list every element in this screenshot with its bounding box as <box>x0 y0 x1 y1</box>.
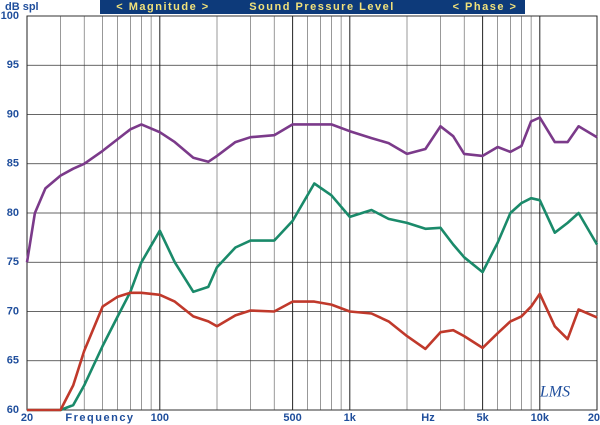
logo: LMS <box>539 384 570 401</box>
y-tick-label: 90 <box>7 108 19 120</box>
y-tick-label: 65 <box>7 355 19 367</box>
y-tick-label: 95 <box>7 59 19 71</box>
series-line <box>27 182 599 412</box>
y-tick-label: 85 <box>7 158 19 170</box>
x-tick-label: 20k <box>588 412 600 424</box>
series-line <box>27 291 598 412</box>
y-tick-label: 60 <box>7 404 19 416</box>
y-axis-label: dB spl <box>5 1 39 13</box>
y-tick-label: 80 <box>7 207 19 219</box>
y-tick-label: 70 <box>7 305 19 317</box>
x-tick-label: 500 <box>283 412 301 424</box>
x-tick-label: 1k <box>344 412 357 424</box>
header-magnitude: < Magnitude > <box>116 1 209 13</box>
header-phase: < Phase > <box>453 1 518 13</box>
y-tick-label: 75 <box>7 256 19 268</box>
x-axis-label: Frequency <box>65 412 134 424</box>
x-axis-unit: Hz <box>421 412 435 424</box>
x-tick-label: 100 <box>151 412 169 424</box>
y-tick-label: 100 <box>1 10 19 22</box>
series-line <box>25 116 598 263</box>
x-tick-label: 10k <box>531 412 550 424</box>
x-tick-label: 5k <box>476 412 489 424</box>
header-bar <box>100 0 525 14</box>
header-title: Sound Pressure Level <box>249 1 395 13</box>
x-tick-label: 20 <box>21 412 33 424</box>
